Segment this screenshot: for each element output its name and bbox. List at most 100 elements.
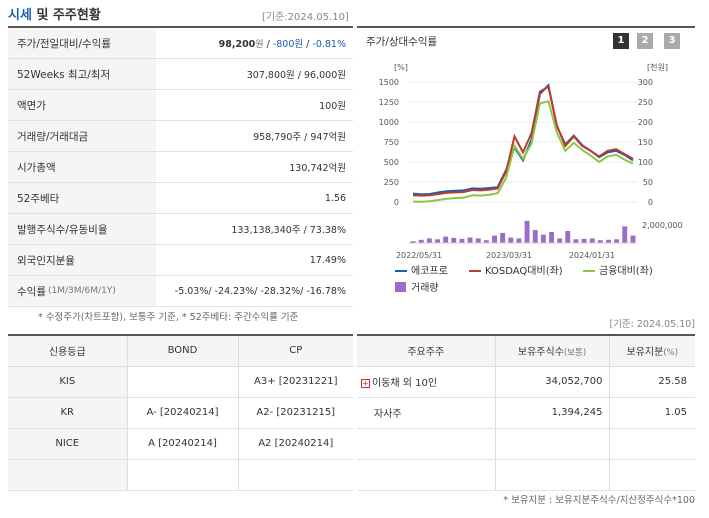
legend-label-finance: 금융대비(좌) <box>599 265 653 277</box>
table-row: NICE A [20240214] A2 [20240214] <box>8 428 353 460</box>
volume-bar <box>532 230 538 243</box>
legend-swatch-volume <box>395 282 406 292</box>
y-right-tick-label: 250 <box>638 98 653 107</box>
price-change: -800원 <box>272 39 304 50</box>
stat-label: 52주베타 <box>8 183 156 213</box>
chart-page-2-button[interactable]: 2 <box>637 33 653 49</box>
cell-holder-name: + 이동채 외 10인 <box>357 366 496 398</box>
cell-agency <box>8 459 128 491</box>
table-row <box>357 428 695 460</box>
stat-label: 52Weeks 최고/최저 <box>8 59 156 89</box>
volume-bar <box>492 235 497 243</box>
base-date: [기준:2024.05.10] <box>262 12 349 23</box>
stat-row-face: 액면가 100원 <box>8 90 353 121</box>
volume-bar <box>622 226 628 243</box>
stat-label: 수익률 (1M/3M/6M/1Y) <box>8 276 156 306</box>
stat-row-price: 주가/전일대비/수익률 98,200원 / -800원 / -0.81% <box>8 28 353 59</box>
col-header-cp: CP <box>238 335 353 367</box>
chart-page-3-button[interactable]: 3 <box>664 33 680 49</box>
y-left-tick-label: 1500 <box>379 78 399 87</box>
cell-pct: 1.05 <box>609 397 695 429</box>
table-row: KIS A3+ [20231221] <box>8 366 353 398</box>
legend-label-ecopro: 에코프로 <box>411 265 448 277</box>
cell-shares <box>495 428 610 460</box>
expand-plus-icon[interactable]: + <box>361 378 370 388</box>
y-right-tick-label: 150 <box>638 138 653 147</box>
volume-bar <box>565 231 571 243</box>
stat-value: 1.56 <box>324 192 346 204</box>
cell-shares: 1,394,245 <box>495 397 610 429</box>
stat-label: 시가총액 <box>8 152 156 182</box>
chart-page-1-button[interactable]: 1 <box>613 33 629 49</box>
right-axis-unit: [천원] <box>647 62 668 72</box>
y-left-tick-label: 0 <box>394 198 399 207</box>
base-date-holders: [기준: 2024.05.10] <box>609 319 695 330</box>
cell-cp: A2- [20231215] <box>238 397 353 429</box>
volume-bar <box>606 239 611 243</box>
table-header-row: 주요주주 보유주식수(보통) 보유지분(%) <box>357 335 695 367</box>
cell-shares: 34,052,700 <box>495 366 610 398</box>
footnote-stats: * 수정주가(차트포함), 보통주 기준, * 52주베타: 주간수익률 기준 <box>38 312 299 323</box>
volume-bar <box>500 232 506 243</box>
stat-value: 100원 <box>319 101 346 112</box>
volume-bar <box>451 237 457 243</box>
stat-row-beta: 52주베타 1.56 <box>8 183 353 214</box>
y-left-tick-label: 1250 <box>379 98 399 107</box>
stat-label: 거래량/거래대금 <box>8 121 156 151</box>
stat-row-mcap: 시가총액 130,742억원 <box>8 152 353 183</box>
y-left-tick-label: 500 <box>384 158 399 167</box>
cell-pct <box>609 428 695 460</box>
volume-bar <box>540 234 546 243</box>
credit-rating-table: 신용등급 BOND CP KIS A3+ [20231221] KR A- [2… <box>8 334 353 491</box>
table-row: KR A- [20240214] A2- [20231215] <box>8 397 353 429</box>
col-header-bond: BOND <box>127 335 239 367</box>
table-header-row: 신용등급 BOND CP <box>8 335 353 367</box>
volume-bar <box>435 239 440 243</box>
volume-bar <box>557 238 563 243</box>
cell-holder-name <box>357 459 496 491</box>
cell-shares <box>495 459 610 491</box>
stat-value: 98,200원 / -800원 / -0.81% <box>218 39 346 50</box>
x-tick-label: 2022/05/31 <box>396 251 442 260</box>
stat-value: -5.03%/ -24.23%/ -28.32%/ -16.78% <box>174 285 346 297</box>
table-row: 자사주 1,394,245 1.05 <box>357 397 695 429</box>
cell-pct: 25.58 <box>609 366 695 398</box>
col-header-rating: 신용등급 <box>8 335 128 367</box>
volume-bar <box>410 241 416 243</box>
cell-agency: KR <box>8 397 128 429</box>
series-line-1 <box>412 85 634 197</box>
volume-bar <box>418 239 424 243</box>
stat-label: 주가/전일대비/수익률 <box>8 28 156 58</box>
stat-value: 958,790주 / 947억원 <box>253 132 346 143</box>
chart-title: 주가/상대수익률 <box>366 36 438 48</box>
y-left-tick-label: 250 <box>384 178 399 187</box>
cell-cp: A3+ [20231221] <box>238 366 353 398</box>
cell-bond <box>127 366 239 398</box>
volume-bar <box>426 238 432 243</box>
stat-value: 133,138,340주 / 73.38% <box>231 225 346 236</box>
col-header-pct: 보유지분(%) <box>609 335 695 367</box>
page-title: 시세 및 주주현황 <box>8 8 101 23</box>
y-right-tick-label: 0 <box>648 198 653 207</box>
volume-bar <box>516 238 522 243</box>
stat-row-52w: 52Weeks 최고/최저 307,800원 / 96,000원 <box>8 59 353 90</box>
volume-bar <box>459 238 465 243</box>
volume-bar <box>581 238 587 243</box>
major-holders-table: 주요주주 보유주식수(보통) 보유지분(%) + 이동채 외 10인 34,052… <box>357 334 695 491</box>
stat-row-shares: 발행주식수/유동비율 133,138,340주 / 73.38% <box>8 214 353 245</box>
volume-bar <box>614 239 620 243</box>
stat-label: 액면가 <box>8 90 156 120</box>
volume-bar <box>467 237 473 243</box>
cell-bond <box>127 459 239 491</box>
price-rate: -0.81% <box>312 39 346 50</box>
left-axis-unit: [%] <box>394 63 408 72</box>
col-header-holder: 주요주주 <box>357 335 496 367</box>
stat-label: 외국인지분율 <box>8 245 156 275</box>
cell-bond: A- [20240214] <box>127 397 239 429</box>
chart-panel <box>357 26 695 298</box>
table-row <box>357 459 695 491</box>
y-left-tick-label: 750 <box>384 138 399 147</box>
volume-bar <box>483 240 489 243</box>
volume-bar <box>508 237 514 243</box>
